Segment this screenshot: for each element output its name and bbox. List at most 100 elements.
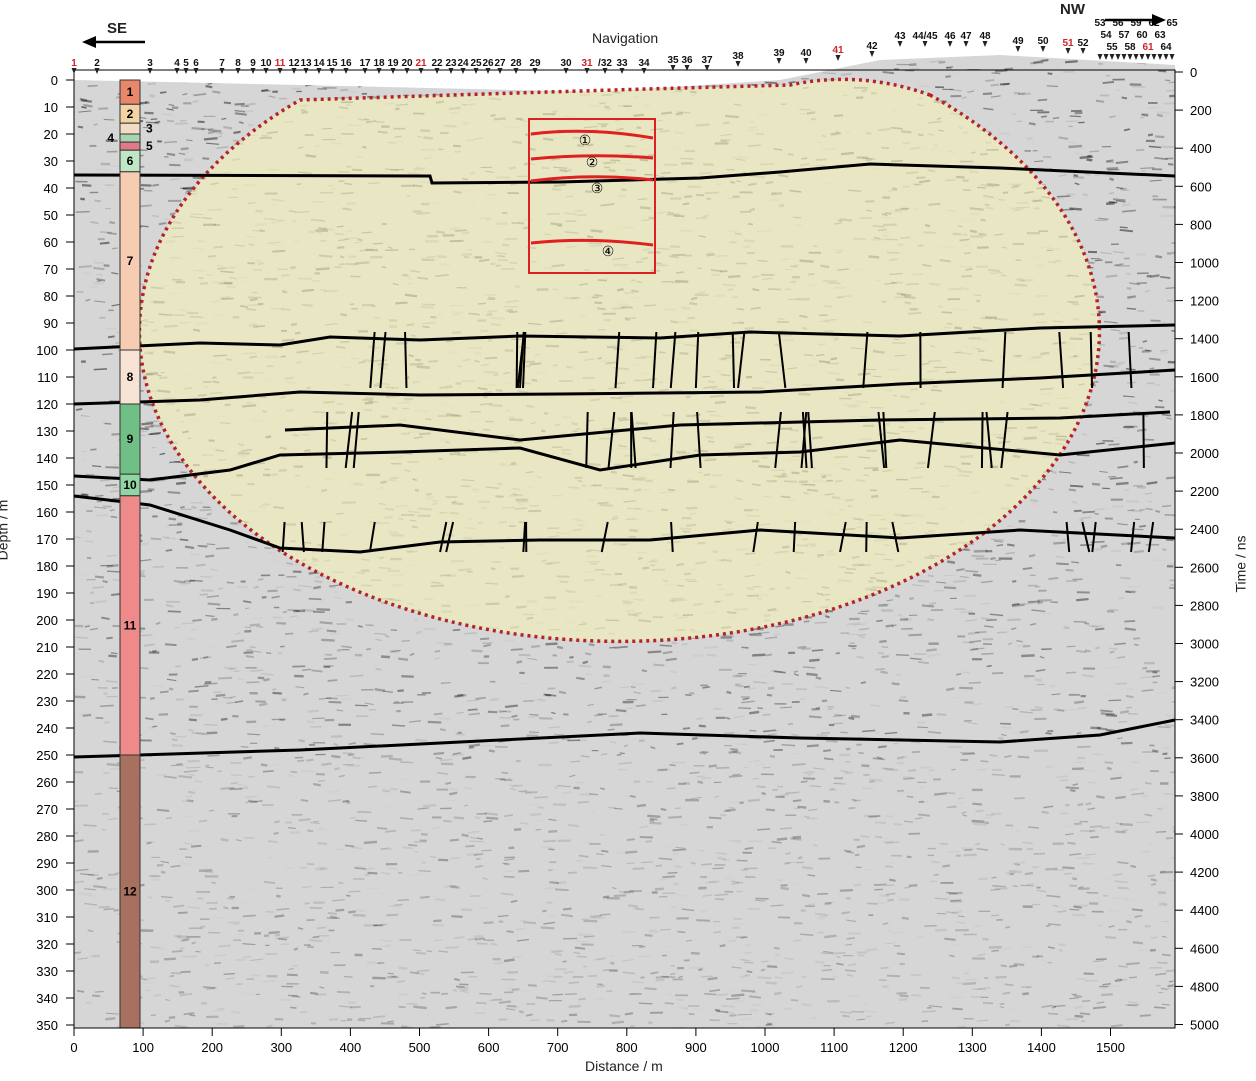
noise-stroke: [242, 914, 256, 918]
noise-stroke: [917, 579, 930, 583]
noise-stroke: [238, 121, 244, 125]
noise-stroke: [827, 788, 834, 792]
noise-stroke: [1079, 1012, 1091, 1016]
noise-stroke: [1117, 522, 1128, 526]
noise-stroke: [519, 919, 526, 922]
noise-stroke: [1126, 307, 1137, 310]
noise-stroke: [416, 951, 427, 955]
noise-stroke: [733, 715, 745, 719]
noise-stroke: [732, 750, 742, 755]
noise-stroke: [725, 808, 736, 812]
noise-stroke: [807, 903, 816, 906]
noise-stroke: [220, 786, 235, 790]
noise-stroke: [1034, 160, 1044, 163]
noise-stroke: [113, 908, 119, 912]
noise-stroke: [1144, 455, 1152, 458]
noise-stroke: [951, 804, 957, 807]
noise-stroke: [784, 862, 791, 865]
noise-stroke: [384, 944, 392, 948]
noise-stroke: [316, 608, 331, 612]
noise-stroke: [181, 622, 195, 625]
noise-stroke: [198, 819, 208, 823]
noise-stroke: [530, 644, 541, 648]
noise-stroke: [984, 821, 990, 825]
noise-stroke: [408, 843, 418, 847]
noise-stroke: [241, 955, 252, 959]
noise-stroke: [75, 868, 89, 872]
noise-stroke: [1047, 946, 1055, 949]
noise-stroke: [706, 653, 717, 657]
noise-stroke: [972, 802, 983, 806]
noise-stroke: [829, 689, 842, 692]
noise-stroke: [752, 1004, 761, 1005]
noise-stroke: [1019, 729, 1029, 734]
noise-stroke: [730, 748, 738, 751]
noise-stroke: [872, 757, 885, 761]
noise-stroke: [510, 648, 523, 651]
noise-stroke: [159, 91, 167, 94]
noise-stroke: [753, 681, 767, 684]
noise-stroke: [1095, 966, 1105, 967]
noise-stroke: [994, 887, 1008, 890]
noise-stroke: [357, 624, 363, 628]
noise-stroke: [767, 686, 775, 690]
noise-stroke: [834, 781, 842, 785]
noise-stroke: [427, 720, 442, 724]
noise-stroke: [112, 466, 119, 470]
noise-stroke: [296, 1029, 303, 1030]
noise-stroke: [980, 602, 990, 605]
noise-stroke: [632, 980, 644, 984]
noise-stroke: [423, 627, 436, 631]
noise-stroke: [1108, 201, 1118, 204]
noise-stroke: [776, 837, 788, 841]
noise-stroke: [1041, 115, 1047, 118]
noise-stroke: [271, 765, 285, 766]
noise-stroke: [397, 899, 409, 901]
noise-stroke: [726, 839, 741, 842]
noise-stroke: [433, 712, 443, 716]
noise-stroke: [741, 700, 755, 704]
noise-stroke: [144, 424, 154, 429]
noise-stroke: [1072, 820, 1082, 821]
noise-stroke: [520, 822, 528, 825]
noise-stroke: [580, 755, 590, 758]
noise-stroke: [1037, 166, 1045, 170]
noise-stroke: [878, 902, 885, 903]
noise-stroke: [468, 831, 478, 832]
noise-stroke: [1069, 788, 1076, 793]
noise-stroke: [476, 942, 488, 945]
noise-stroke: [500, 724, 510, 728]
noise-stroke: [998, 133, 1010, 134]
noise-stroke: [931, 860, 940, 864]
noise-stroke: [840, 770, 849, 773]
noise-stroke: [402, 846, 413, 850]
noise-stroke: [326, 629, 337, 633]
noise-stroke: [972, 702, 983, 706]
noise-stroke: [1065, 60, 1078, 64]
noise-stroke: [450, 885, 460, 889]
noise-stroke: [1115, 822, 1123, 825]
noise-stroke: [1002, 82, 1011, 86]
noise-stroke: [561, 1019, 568, 1023]
noise-stroke: [1012, 885, 1018, 887]
noise-stroke: [220, 717, 228, 721]
noise-stroke: [1166, 715, 1180, 716]
noise-stroke: [214, 795, 225, 796]
noise-stroke: [1100, 712, 1115, 716]
noise-stroke: [700, 975, 714, 978]
noise-stroke: [644, 987, 657, 991]
noise-stroke: [225, 977, 235, 980]
noise-stroke: [967, 90, 975, 93]
noise-stroke: [676, 742, 684, 746]
noise-stroke: [852, 623, 866, 626]
noise-stroke: [627, 904, 639, 908]
noise-stroke: [1077, 745, 1091, 748]
noise-stroke: [462, 756, 472, 760]
noise-stroke: [358, 756, 366, 760]
noise-stroke: [857, 634, 867, 636]
noise-stroke: [1160, 349, 1168, 352]
noise-stroke: [639, 825, 649, 829]
noise-stroke: [800, 780, 808, 783]
noise-stroke: [249, 646, 256, 649]
